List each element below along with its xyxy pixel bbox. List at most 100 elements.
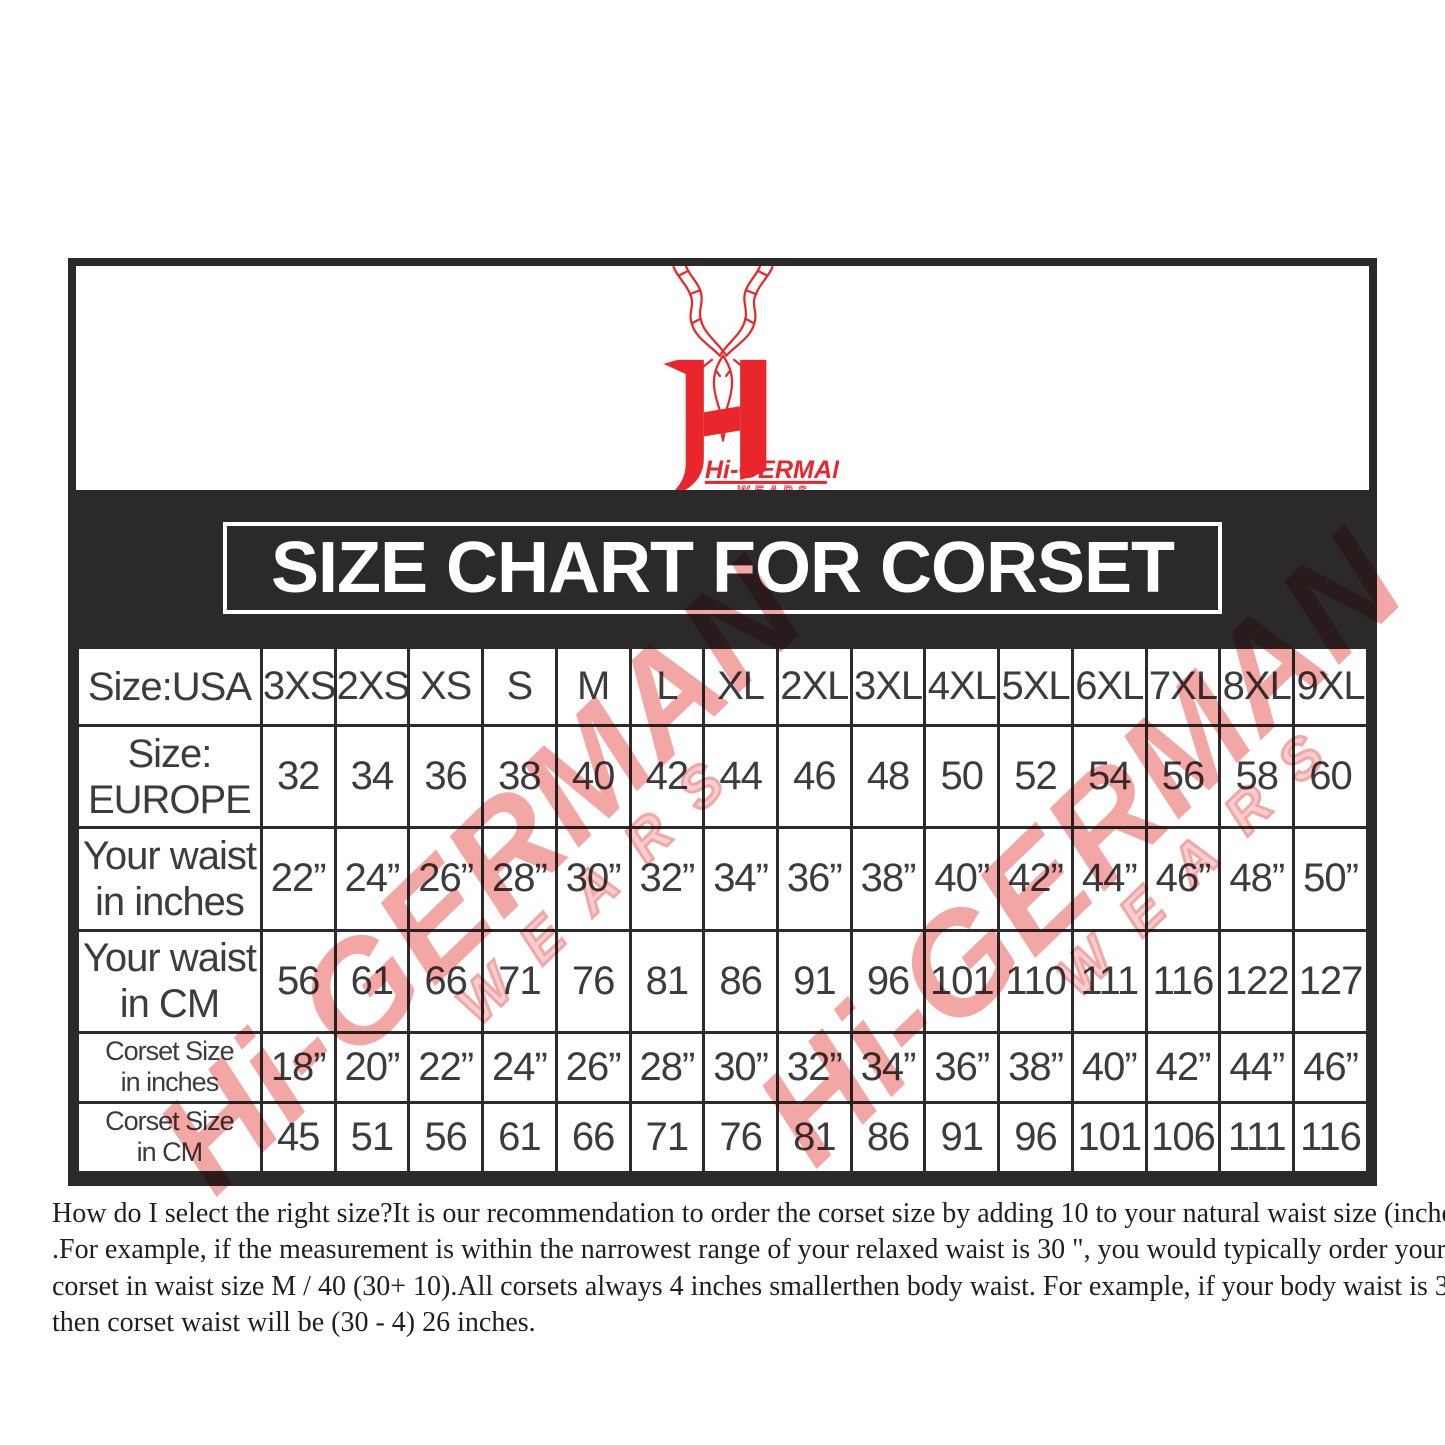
size-cell: 50” [1292,826,1369,932]
row-label-line: Corset Size [105,1106,235,1137]
size-cell: L [628,646,706,727]
size-cell: 48” [1218,826,1296,932]
size-cell: 24” [481,1030,558,1104]
size-cell: 81 [775,1100,853,1175]
size-cell: 44” [1218,1030,1296,1104]
logo-brand-text: Hi-GERMAN [704,456,838,484]
brand-logo: Hi-GERMAN WEARS [662,266,839,490]
size-cell: 71 [628,1100,706,1175]
size-cell: 56 [1144,723,1222,830]
size-cell: 111 [1218,1100,1296,1175]
row-label-line: Size: [127,731,212,776]
size-cell: 106 [1144,1100,1222,1175]
logo-area: Hi-GERMAN WEARS [76,266,1369,490]
size-cell: 36 [407,723,485,830]
size-cell: 3XL [849,646,927,727]
size-cell: 91 [923,1100,1001,1175]
row-label-line: EUROPE [87,777,252,822]
size-cell: 22” [407,1030,485,1104]
size-cell: 36” [923,1030,1001,1104]
size-cell: 22” [259,826,337,932]
size-cell: M [554,646,632,727]
size-cell: 7XL [1144,646,1222,727]
logo-sub-text: WEARS [737,484,812,490]
row-label: Your waist in inches [76,826,263,932]
row-label: Corset Size in inches [76,1030,263,1104]
size-cell: 26” [554,1030,632,1104]
sizing-instructions: How do I select the right size?It is our… [52,1196,1445,1342]
size-cell: 86 [702,928,779,1034]
size-cell: 8XL [1218,646,1296,727]
row-label-line: Your waist [82,833,257,878]
size-cell: S [481,646,558,727]
size-cell: 38” [849,826,927,932]
page-title: SIZE CHART FOR CORSET [270,528,1175,608]
size-cell: 71 [481,928,558,1034]
table-row-size-usa: Size:USA 3XS 2XS XS S M L XL 2XL 3XL 4XL… [76,646,1369,727]
size-cell: 66 [554,1100,632,1175]
size-cell: 20” [333,1030,411,1104]
table-row-corset-inches: Corset Size in inches 18” 20” 22” 24” 26”… [76,1030,1369,1104]
size-cell: 51 [333,1100,411,1175]
size-cell: 76 [554,928,632,1034]
size-cell: 38” [997,1030,1074,1104]
size-cell: 50 [923,723,1001,830]
size-cell: 86 [849,1100,927,1175]
note-line: then corset waist will be (30 - 4) 26 in… [52,1307,536,1339]
size-cell: 34 [333,723,411,830]
size-cell: 56 [407,1100,485,1175]
size-cell: 76 [702,1100,779,1175]
row-label-line: in inches [120,1067,220,1098]
size-cell: 52 [997,723,1074,830]
size-cell: 38 [481,723,558,830]
note-line: .For example, if the measurement is with… [52,1234,1445,1266]
size-cell: 111 [1070,928,1148,1034]
size-cell: 54 [1070,723,1148,830]
title-box: SIZE CHART FOR CORSET [222,522,1222,614]
row-label-line: Size:USA [87,664,252,709]
size-cell: 34” [702,826,779,932]
size-cell: 28” [481,826,558,932]
size-cell: 44” [1070,826,1148,932]
size-cell: 110 [997,928,1074,1034]
size-cell: 40” [1070,1030,1148,1104]
size-cell: 42 [628,723,706,830]
size-cell: 81 [628,928,706,1034]
size-cell: 66 [407,928,485,1034]
size-cell: 44 [702,723,779,830]
size-cell: 18” [259,1030,337,1104]
size-cell: 34” [849,1030,927,1104]
size-table: Size:USA 3XS 2XS XS S M L XL 2XL 3XL 4XL… [76,646,1369,1175]
size-cell: 32 [259,723,337,830]
row-label-line: Your waist [82,936,257,981]
size-cell: 30” [554,826,632,932]
size-cell: 96 [997,1100,1074,1175]
table-row-corset-cm: Corset Size in CM 45 51 56 61 66 71 76 81… [76,1100,1369,1175]
size-cell: 101 [923,928,1001,1034]
row-label: Your waist in CM [76,928,263,1034]
size-cell: 42” [997,826,1074,932]
size-cell: 96 [849,928,927,1034]
size-cell: 5XL [997,646,1074,727]
row-label-line: Corset Size [105,1036,235,1067]
size-cell: 91 [775,928,853,1034]
size-cell: XS [407,646,485,727]
size-cell: 36” [775,826,853,932]
size-cell: 42” [1144,1030,1222,1104]
size-cell: 127 [1292,928,1369,1034]
row-label: Corset Size in CM [76,1100,263,1175]
row-label: Size:USA [76,646,263,727]
letter-H [662,359,766,490]
size-cell: 116 [1144,928,1222,1034]
row-label-line: in inches [94,879,245,924]
size-cell: 32” [775,1030,853,1104]
size-cell: 58 [1218,723,1296,830]
size-cell: 24” [333,826,411,932]
size-cell: 46” [1292,1030,1369,1104]
size-cell: 116 [1292,1100,1369,1175]
size-cell: 61 [333,928,411,1034]
size-cell: 9XL [1292,646,1369,727]
size-cell: 4XL [923,646,1001,727]
note-line: How do I select the right size?It is our… [52,1198,1445,1229]
